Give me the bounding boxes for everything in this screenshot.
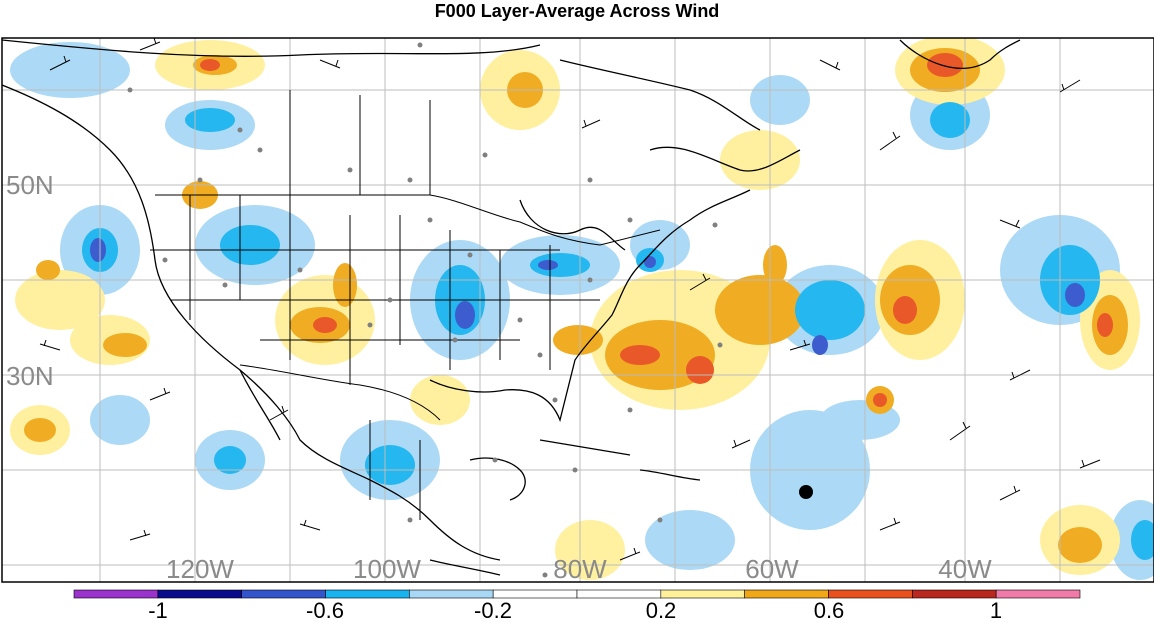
colorbar-segment [576,589,662,599]
lon-label-100w: 100W [353,554,421,584]
lat-label-50n: 50N [6,170,54,200]
lat-label-30n: 30N [6,361,54,391]
colorbar-segment [409,589,494,599]
across-wind-field [10,38,1154,580]
colorbar-label-neg0-6: -0.6 [306,598,344,623]
colorbar-label-neg1: -1 [148,598,168,623]
storm-center-marker [799,485,813,499]
lon-label-120w: 120W [166,554,234,584]
colorbar-label-0-2: 0.2 [645,598,677,623]
map-title: F000 Layer-Average Across Wind [434,1,720,21]
colorbar-label-neg0-2: -0.2 [474,598,512,623]
map-frame [1,37,1154,583]
colorbar-segment [73,589,159,599]
political-borders [150,90,661,520]
colorbar-segment [157,589,242,599]
lon-label-60w: 60W [745,554,799,584]
coastlines [2,39,1021,576]
lon-label-80w: 80W [553,554,607,584]
colorbar-segment [241,589,326,599]
colorbar-segment [660,589,745,599]
colorbar-label-0-6: 0.6 [813,598,845,623]
lon-label-40w: 40W [938,554,992,584]
colorbar-segment [995,589,1081,599]
colorbar-segment [325,589,410,599]
colorbar [73,589,1081,599]
colorbar-segment [828,589,913,599]
wind-barbs [39,38,1101,561]
colorbar-segment [912,589,997,599]
colorbar-segment [492,589,578,599]
station-dots [127,42,723,578]
colorbar-label-1: 1 [989,598,1003,623]
colorbar-segment [744,589,829,599]
